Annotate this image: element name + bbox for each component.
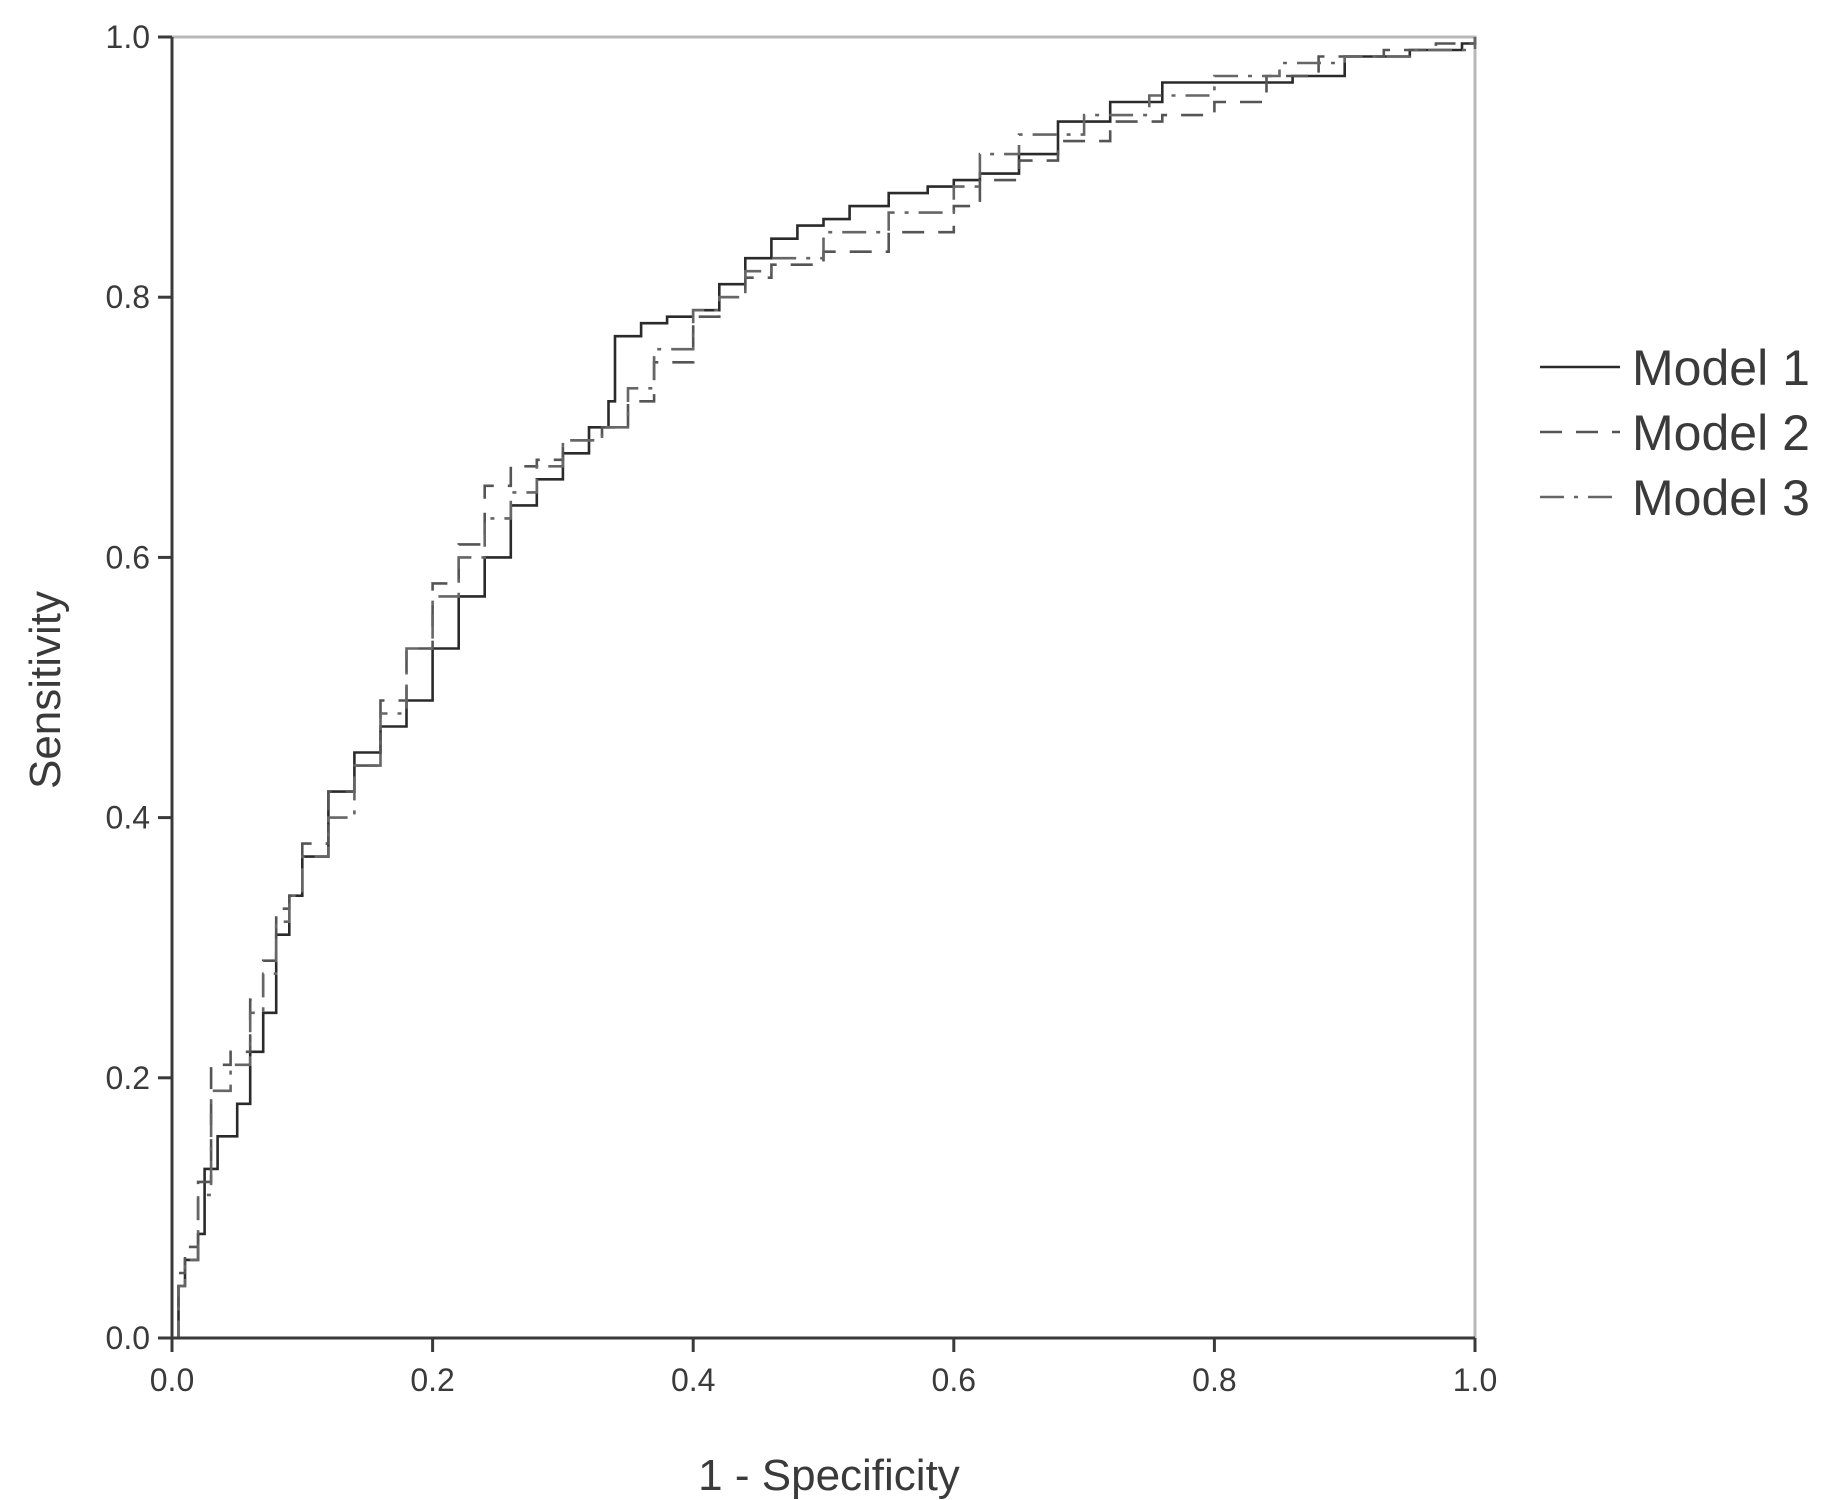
y-tick-label: 0.2	[106, 1060, 150, 1096]
series-layer	[172, 37, 1477, 1340]
x-axis: 0.0 0.2 0.4 0.6 0.8 1.0	[150, 1336, 1497, 1398]
series-line-model-2	[172, 37, 1477, 1340]
y-tick-label: 0.4	[106, 800, 150, 836]
y-tick-label: 0.8	[106, 279, 150, 315]
legend-label-model-2: Model 2	[1632, 405, 1810, 461]
y-axis: 0.0 0.2 0.4 0.6 0.8 1.0	[106, 19, 174, 1356]
series-line-model-3	[172, 37, 1477, 1340]
y-tick-label: 0.6	[106, 539, 150, 575]
plot-frame	[170, 35, 1477, 1340]
x-axis-title: 1 - Specificity	[698, 1451, 960, 1500]
y-tick-label: 0.0	[106, 1320, 150, 1356]
plot-border	[170, 35, 1477, 1340]
y-tick-label: 1.0	[106, 19, 150, 55]
x-tick-label: 0.8	[1192, 1362, 1236, 1398]
legend-label-model-3: Model 3	[1632, 470, 1810, 526]
x-tick-label: 0.0	[150, 1362, 194, 1398]
y-axis-title: Sensitivity	[21, 591, 70, 789]
x-tick-label: 0.2	[410, 1362, 454, 1398]
series-line-model-1	[172, 37, 1477, 1340]
legend: Model 1 Model 2 Model 3	[1540, 340, 1810, 526]
legend-label-model-1: Model 1	[1632, 340, 1810, 396]
x-tick-label: 0.4	[671, 1362, 715, 1398]
x-tick-label: 1.0	[1453, 1362, 1497, 1398]
x-tick-label: 0.6	[932, 1362, 976, 1398]
